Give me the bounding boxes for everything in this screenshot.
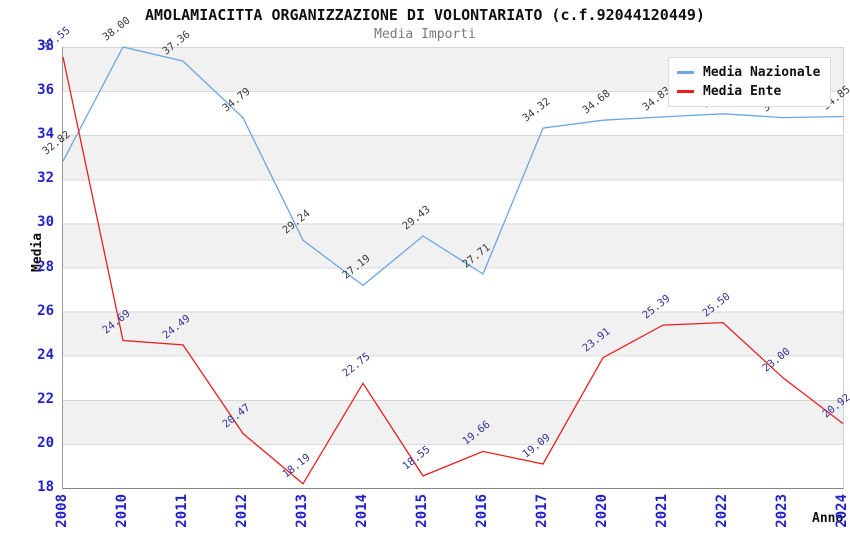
x-tick-label: 2015 xyxy=(414,494,430,528)
y-tick-label: 36 xyxy=(37,82,54,99)
x-tick-label: 2017 xyxy=(534,494,550,528)
y-tick-label: 20 xyxy=(37,434,54,451)
x-tick-label: 2021 xyxy=(654,494,670,528)
x-tick-label: 2023 xyxy=(774,494,790,528)
y-tick-label: 34 xyxy=(37,126,54,143)
x-tick-label: 2013 xyxy=(294,494,310,528)
legend: Media Nazionale Media Ente xyxy=(668,57,832,107)
x-tick-label: 2012 xyxy=(234,494,250,528)
x-tick-label: 2020 xyxy=(594,494,610,528)
media-ente-line-swatch-icon xyxy=(677,90,694,93)
chart-title: AMOLAMIACITTA ORGANIZZAZIONE DI VOLONTAR… xyxy=(145,6,705,24)
x-tick-label: 2014 xyxy=(354,494,370,528)
x-tick-label: 2011 xyxy=(174,494,190,528)
y-tick-label: 28 xyxy=(37,258,54,275)
legend-item-media-nazionale[interactable]: Media Nazionale xyxy=(677,63,820,82)
y-tick-label: 26 xyxy=(37,302,54,319)
legend-label-media-nazionale: Media Nazionale xyxy=(703,65,821,80)
series-line-media-nazionale xyxy=(62,46,844,287)
x-tick-label: 2016 xyxy=(474,494,490,528)
legend-item-media-ente[interactable]: Media Ente xyxy=(677,82,820,101)
y-tick-label: 24 xyxy=(37,346,54,363)
series-line-media-ente xyxy=(62,56,844,485)
legend-label-media-ente: Media Ente xyxy=(703,84,782,99)
chart-subtitle: Media Importi xyxy=(374,27,476,42)
plot-area: 32.82 38.00 37.36 34.79 29.24 27.19 29.43 27.71… xyxy=(41,15,850,489)
media-nazionale-line-swatch-icon xyxy=(677,71,694,74)
x-tick-label: 2024 xyxy=(834,494,850,528)
y-tick-label: 38 xyxy=(37,38,54,54)
y-tick-label: 30 xyxy=(37,214,54,231)
x-tick-label: 2008 xyxy=(54,494,70,528)
y-tick-label: 32 xyxy=(37,170,54,187)
y-tick-label: 18 xyxy=(37,479,54,495)
x-axis-label: Anno xyxy=(812,511,844,526)
x-tick-label: 2022 xyxy=(714,494,730,528)
y-tick-label: 22 xyxy=(37,390,54,407)
x-tick-label: 2010 xyxy=(114,494,130,528)
